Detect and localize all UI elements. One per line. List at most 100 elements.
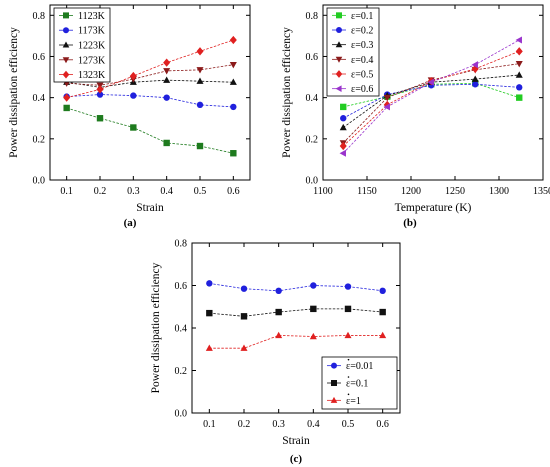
- data-point: [240, 285, 248, 292]
- x-tick-label: 0.4: [160, 186, 173, 197]
- legend-marker: [336, 12, 342, 19]
- x-tick-label: 0.1: [203, 419, 216, 430]
- epsilon-dot: [347, 358, 350, 361]
- legend-label: 1223K: [78, 41, 106, 52]
- data-point: [515, 71, 523, 78]
- x-tick-label: 1100: [313, 186, 333, 197]
- legend-marker: [335, 85, 342, 92]
- x-tick-label: 0.1: [60, 186, 73, 197]
- data-point: [96, 115, 104, 122]
- data-point: [205, 344, 213, 351]
- data-point: [230, 150, 237, 157]
- data-point: [515, 36, 522, 44]
- series-line: [209, 335, 383, 349]
- legend-label: ε=0.01: [346, 361, 373, 372]
- legend-marker: [62, 57, 70, 64]
- x-tick-label: 1150: [357, 186, 377, 197]
- data-point: [63, 93, 71, 102]
- series-b-5: [339, 36, 522, 157]
- plot-frame-b: [322, 4, 544, 181]
- data-point: [379, 308, 386, 316]
- data-point: [196, 142, 204, 150]
- data-point: [383, 94, 391, 102]
- legend-label: ε=0.1: [346, 379, 368, 390]
- y-tick-label: 0.6: [306, 52, 319, 63]
- series-line: [66, 79, 234, 88]
- x-tick-label: 0.5: [194, 186, 207, 197]
- data-point: [196, 47, 204, 56]
- series-line: [343, 82, 520, 108]
- legend-label: 1173K: [78, 26, 106, 37]
- y-tick-label: 0.8: [175, 239, 188, 250]
- data-point: [310, 282, 317, 289]
- x-tick-label: 0.2: [238, 419, 251, 430]
- legend-label: ε=0.5: [351, 70, 373, 81]
- legend-label: 1273K: [78, 55, 106, 66]
- legend-c: ε=0.01 ε=0.1 ε=1: [321, 356, 398, 410]
- epsilon-dot: [347, 393, 350, 396]
- y-axis-label: Power dissipation efficiency: [150, 262, 162, 393]
- x-tick-label: 0.6: [227, 186, 240, 197]
- panel-caption: (c): [290, 453, 303, 465]
- series-line: [66, 64, 234, 86]
- legend-label: ε=0.3: [351, 40, 373, 51]
- chart-c: 0.1 0.2 0.3 0.4 0.5 0.6 0.0 0.2 0.4 0.6 0.8 Strain P…: [150, 239, 401, 465]
- y-tick-label: 0.2: [175, 366, 188, 377]
- series-c-1: [206, 305, 386, 320]
- data-point: [163, 68, 171, 75]
- y-tick-label: 0.8: [306, 11, 319, 22]
- data-point: [206, 309, 213, 317]
- y-tick-label: 0.0: [306, 176, 319, 187]
- data-point: [196, 101, 204, 109]
- y-tick-label: 0.4: [306, 93, 319, 104]
- legend-b: ε=0.1 ε=0.2 ε=0.3 ε=0.4 ε=0.5 ε=0.6: [326, 7, 380, 97]
- data-point: [275, 287, 282, 295]
- data-point: [163, 76, 171, 83]
- data-point: [471, 61, 478, 69]
- series-line: [343, 83, 520, 119]
- legend-marker: [331, 380, 337, 386]
- series-c-2: [205, 331, 387, 351]
- x-axis-label: Strain: [282, 435, 310, 447]
- data-point: [516, 84, 523, 91]
- series-line: [66, 107, 234, 154]
- y-tick-label: 0.4: [33, 93, 46, 104]
- legend-label: ε=0.6: [351, 84, 373, 95]
- data-point: [379, 287, 386, 295]
- data-point: [196, 77, 204, 84]
- data-point: [310, 305, 317, 313]
- y-tick-label: 0.2: [306, 134, 319, 145]
- data-point: [471, 75, 479, 82]
- data-point: [63, 104, 70, 112]
- y-tick-label: 0.4: [175, 324, 188, 335]
- data-point: [229, 78, 237, 85]
- data-point: [229, 61, 237, 69]
- data-point: [340, 103, 347, 111]
- data-point: [163, 139, 170, 147]
- series-a-0: [63, 104, 237, 157]
- data-point: [340, 115, 347, 122]
- plot-frame-a: [49, 4, 251, 181]
- data-point: [344, 331, 352, 339]
- legend-marker: [335, 56, 343, 63]
- data-point: [515, 60, 523, 68]
- x-tick-label: 1200: [401, 186, 421, 197]
- x-tick-label: 0.6: [376, 419, 389, 430]
- panel-caption: (b): [403, 217, 417, 229]
- data-point: [344, 305, 352, 313]
- data-point: [339, 123, 347, 131]
- x-tick-label: 0.5: [342, 419, 355, 430]
- y-tick-label: 0.6: [33, 52, 46, 63]
- legend-label: ε=0.4: [351, 55, 373, 66]
- data-point: [383, 103, 390, 111]
- legend-marker: [331, 362, 337, 369]
- legend-marker: [62, 70, 70, 79]
- data-point: [206, 280, 213, 287]
- x-tick-label: 1300: [489, 186, 509, 197]
- legend-marker: [63, 27, 69, 34]
- x-tick-label: 0.2: [94, 186, 107, 197]
- y-tick-label: 0.6: [175, 281, 188, 292]
- data-point: [129, 71, 137, 81]
